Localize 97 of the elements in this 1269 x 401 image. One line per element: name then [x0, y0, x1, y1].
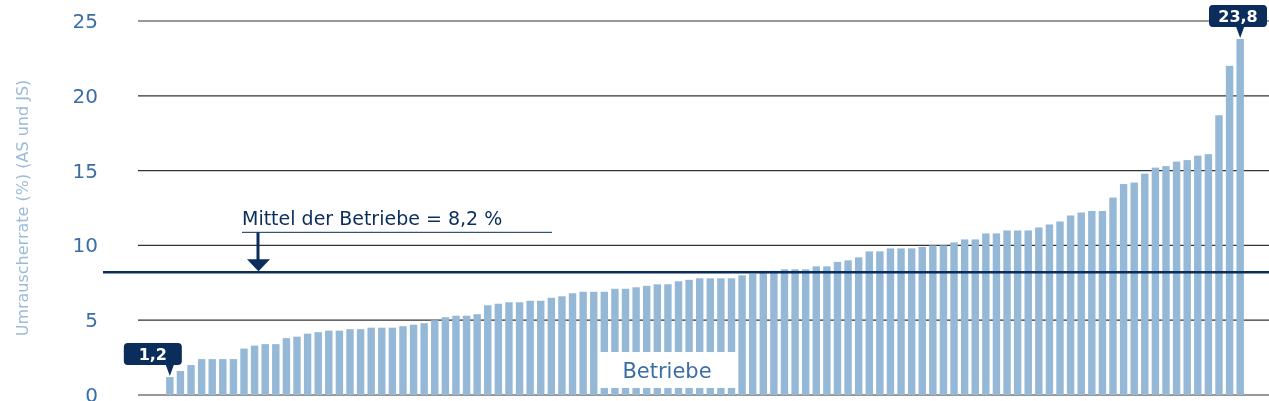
y-tick-label: 5 — [85, 308, 98, 333]
x-axis-title: Betriebe — [622, 359, 712, 383]
bar — [187, 365, 195, 395]
bar — [505, 302, 513, 395]
bar — [420, 323, 428, 395]
bar — [558, 296, 566, 395]
bar — [918, 246, 926, 395]
bar — [494, 303, 503, 395]
bar — [356, 329, 365, 395]
bar — [1109, 197, 1117, 395]
bar — [282, 338, 291, 395]
bar — [971, 239, 979, 395]
bar — [515, 302, 524, 395]
bar — [219, 359, 227, 395]
bar — [844, 260, 852, 395]
bar — [1119, 184, 1128, 395]
bar — [409, 324, 418, 395]
bar — [791, 269, 799, 395]
bar — [1013, 230, 1022, 395]
bar — [1183, 160, 1191, 395]
data-label: 23,8 — [1218, 6, 1258, 26]
bar — [346, 329, 354, 395]
bar — [1003, 230, 1011, 395]
bar — [865, 251, 873, 395]
bar — [1098, 210, 1107, 395]
bar — [939, 245, 948, 395]
bar — [261, 344, 269, 395]
bar — [229, 359, 238, 395]
bar — [367, 327, 375, 395]
bar — [812, 266, 820, 395]
bar — [547, 297, 556, 395]
bar — [1172, 161, 1181, 395]
bar — [462, 315, 471, 395]
ref-line-label: Mittel der Betriebe = 8,2 % — [242, 207, 503, 230]
bar — [590, 291, 598, 395]
bar — [1130, 182, 1138, 395]
bar — [166, 377, 174, 395]
bar — [960, 239, 969, 395]
bar — [748, 273, 757, 395]
y-tick-label: 20 — [72, 83, 98, 108]
bar — [378, 327, 386, 395]
bar — [833, 261, 842, 395]
bar — [780, 269, 789, 395]
bar — [1162, 166, 1170, 395]
y-tick-label: 15 — [72, 158, 98, 183]
bar — [1077, 212, 1085, 395]
bar — [526, 300, 534, 395]
bar — [823, 266, 831, 395]
bar — [176, 371, 185, 395]
bar — [950, 242, 958, 395]
bar — [325, 330, 333, 395]
bar — [537, 300, 545, 395]
bar — [1024, 230, 1032, 395]
bar — [854, 257, 863, 395]
bar — [876, 251, 884, 395]
bar — [738, 275, 746, 395]
bar — [473, 314, 481, 395]
bar — [1225, 65, 1234, 395]
bar — [886, 248, 895, 395]
bar — [907, 248, 916, 395]
bar — [452, 315, 460, 395]
bar — [272, 344, 280, 395]
bar — [388, 327, 397, 395]
bar — [1141, 173, 1149, 395]
bar — [1151, 167, 1160, 395]
bar — [484, 305, 492, 395]
bar — [399, 326, 407, 395]
y-tick-label: 25 — [72, 9, 98, 33]
data-label: 1,2 — [138, 344, 167, 364]
bar — [197, 359, 206, 395]
bar — [1035, 227, 1043, 395]
bar — [303, 333, 312, 395]
bar — [801, 269, 810, 395]
bar — [431, 320, 439, 395]
bar — [1194, 155, 1202, 395]
bar — [568, 293, 577, 395]
bar — [929, 245, 937, 395]
bar — [897, 248, 905, 395]
y-axis-title: Umrauscherrate (%) (AS und JS) — [13, 79, 32, 337]
bar — [208, 359, 216, 395]
bar — [579, 291, 587, 395]
bar — [1066, 215, 1075, 395]
bar — [240, 348, 248, 395]
bar — [1056, 221, 1064, 395]
bar — [314, 332, 322, 395]
bar — [1088, 210, 1096, 395]
bar — [992, 233, 1001, 395]
bar — [982, 233, 990, 395]
y-tick-label: 10 — [72, 233, 98, 258]
bar — [1045, 224, 1054, 395]
bar — [1215, 115, 1223, 395]
bar — [441, 317, 450, 395]
bar — [1204, 154, 1213, 395]
bar — [250, 345, 259, 395]
bar — [335, 330, 344, 395]
bar — [1236, 38, 1244, 395]
bar — [293, 336, 301, 395]
